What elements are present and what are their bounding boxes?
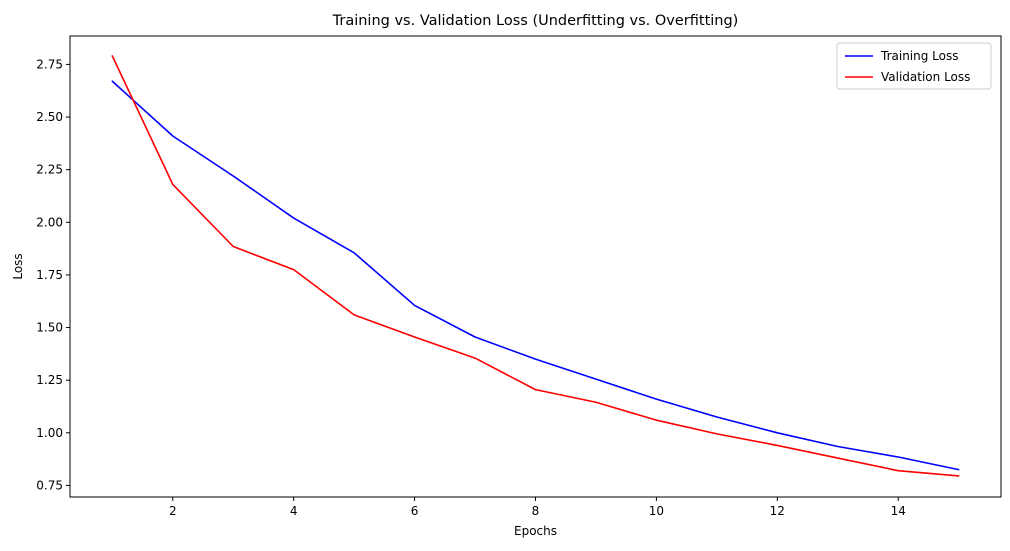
series-line-training-loss	[111, 80, 960, 471]
x-tick-label: 4	[290, 504, 298, 518]
x-tick-label: 10	[649, 504, 664, 518]
y-tick-label: 1.25	[36, 373, 63, 387]
y-tick-label: 1.50	[36, 321, 63, 335]
series-layer	[111, 55, 960, 477]
plot-frame	[69, 35, 1002, 498]
y-axis-label: Loss	[11, 253, 25, 279]
x-tick-label: 6	[411, 504, 419, 518]
y-tick-label: 0.75	[36, 478, 63, 492]
x-tick-label: 14	[891, 504, 906, 518]
legend-label-training-loss: Training Loss	[880, 49, 958, 63]
y-tick-label: 2.25	[36, 163, 63, 177]
legend-label-validation-loss: Validation Loss	[881, 70, 970, 84]
y-tick-label: 2.50	[36, 110, 63, 124]
tick-layer: 2 4 6 8 10 12 14 0.75 1.00 1.25 1.50 1.75 2.00 2.25 2.…	[36, 57, 906, 518]
y-tick-label: 2.00	[36, 215, 63, 229]
series-line-validation-loss	[111, 55, 960, 477]
x-tick-label: 8	[532, 504, 540, 518]
x-axis-label: Epochs	[514, 524, 557, 538]
legend: Training Loss Validation Loss	[836, 42, 992, 90]
chart-title: Training vs. Validation Loss (Underfitti…	[332, 13, 739, 29]
legend-box	[836, 42, 992, 90]
y-tick-label: 1.00	[36, 426, 63, 440]
y-tick-label: 1.75	[36, 268, 63, 282]
y-tick-label: 2.75	[36, 57, 63, 71]
x-tick-label: 2	[169, 504, 177, 518]
x-tick-label: 12	[770, 504, 785, 518]
